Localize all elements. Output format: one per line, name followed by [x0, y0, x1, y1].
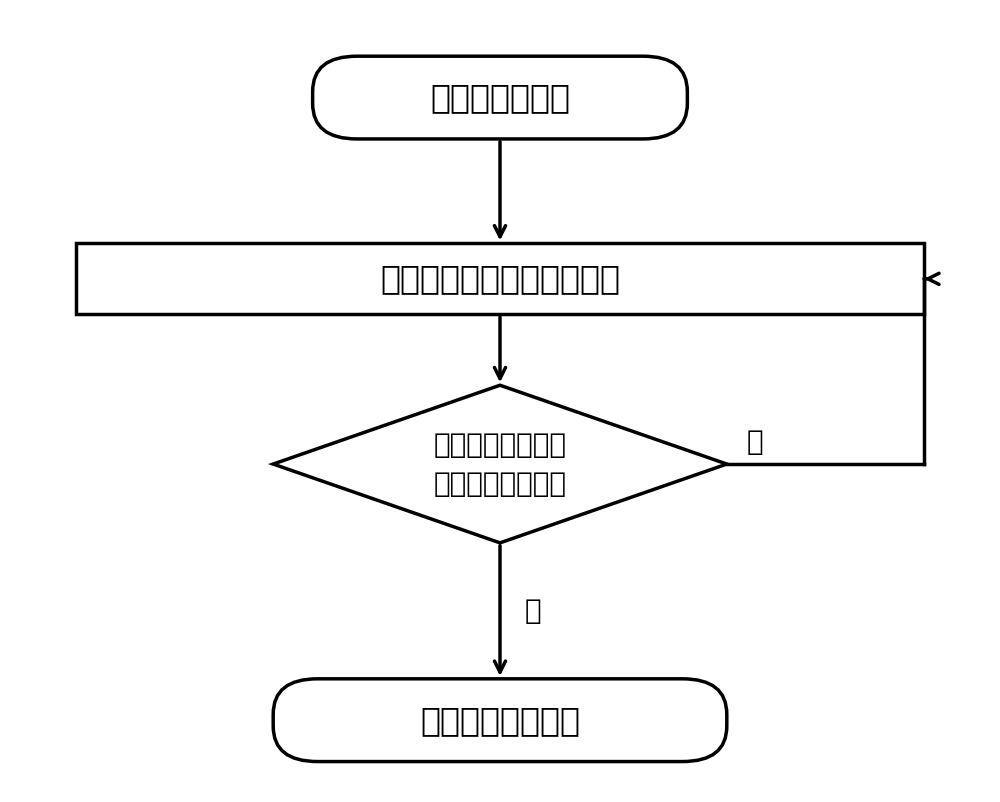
Text: 各谱段各像元相对辐射校正: 各谱段各像元相对辐射校正 [380, 262, 620, 295]
Text: 是: 是 [525, 597, 541, 625]
Text: 否: 否 [747, 428, 763, 456]
FancyBboxPatch shape [313, 56, 687, 139]
Text: 所有谱段所有像元
完成相对辐射校正: 所有谱段所有像元 完成相对辐射校正 [434, 431, 566, 497]
FancyBboxPatch shape [273, 678, 727, 762]
Text: 多光谱原始影像: 多光谱原始影像 [430, 81, 570, 114]
Bar [76, 243, 924, 314]
Text: 相对辐射校正影像: 相对辐射校正影像 [420, 703, 580, 737]
Polygon shape [273, 385, 727, 543]
